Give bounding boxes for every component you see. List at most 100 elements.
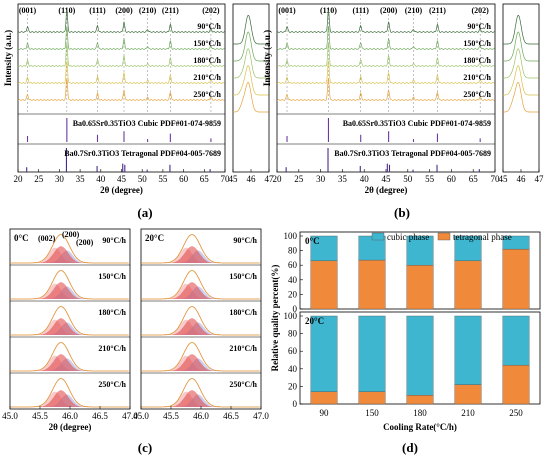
fit-x-tick-label: 46.0 [193, 411, 209, 421]
bar-y-tick-label: 60 [288, 260, 298, 270]
bar-y-tick-label: 40 [288, 364, 298, 374]
x-axis-label: 2θ (degree) [100, 185, 143, 195]
fit-x-tick-label: 47.0 [253, 411, 269, 421]
fit-component [141, 354, 261, 371]
bar-tetragonal [502, 365, 530, 405]
inset-series-line [503, 31, 539, 62]
bar-y-tick-label: 0 [293, 399, 298, 409]
bar-panel-title: 0°C [305, 236, 320, 246]
fit-rate-label: 180°C/h [229, 308, 257, 317]
fit-envelope [141, 342, 260, 372]
x-tick-label: 65 [469, 174, 479, 184]
fit-x-tick-label: 46.5 [92, 411, 108, 421]
x-tick-label: 45 [382, 174, 392, 184]
xrd-series-line [18, 60, 225, 84]
inset-x-tick-label: 45 [499, 174, 509, 184]
panel-label-d: (d) [402, 440, 418, 455]
legend-swatch-tetragonal [437, 232, 451, 241]
bar-cubic [502, 315, 530, 366]
x-tick-label: 25 [294, 174, 304, 184]
series-label: 90°C/h [197, 22, 221, 31]
inset-series-line [503, 14, 539, 45]
xrd-series-line [18, 10, 225, 33]
fit-rate-label: 250°C/h [229, 380, 257, 389]
x-tick-label: 60 [447, 174, 457, 184]
fit-rate-label: 180°C/h [98, 308, 126, 317]
x-tick-label: 35 [338, 174, 348, 184]
panel-label-a: (a) [137, 205, 152, 220]
fit-x-tick-label: 45.5 [32, 411, 48, 421]
x-tick-label: 30 [316, 174, 326, 184]
bar-cubic [454, 235, 482, 262]
bar-y-tick-label: 20 [288, 289, 298, 299]
fit-envelope [141, 306, 260, 336]
bar-y-tick-label: 20 [288, 381, 298, 391]
fit-component [10, 246, 130, 263]
fit-component [10, 318, 130, 335]
bar-cubic [502, 235, 530, 250]
fit-component [141, 282, 261, 299]
inset-series-line [233, 31, 269, 62]
x-tick-label: 20 [273, 174, 283, 184]
bar-tetragonal [310, 391, 338, 405]
bar-y-tick-label: 80 [288, 329, 298, 339]
fit-x-tick-label: 46.5 [223, 411, 239, 421]
bar-x-tick-label: 250 [509, 408, 523, 418]
bar-tetragonal [406, 395, 434, 405]
xrd-series-line [276, 26, 495, 50]
bar-cubic [358, 315, 386, 392]
fit-component [10, 354, 130, 371]
bar-y-tick-label: 40 [288, 275, 298, 285]
inset-series-line [503, 48, 539, 79]
bar-tetragonal [358, 391, 386, 405]
peak-hkl-label: (202) [202, 6, 220, 15]
fit-x-tick-label: 45.0 [2, 411, 18, 421]
series-label: 250°C/h [463, 90, 491, 99]
y-axis-label: Intensity (a.u.) [262, 30, 272, 86]
bar-cubic [310, 235, 338, 262]
fit-component [141, 318, 261, 335]
fit-x-tick-label: 45.0 [133, 411, 149, 421]
chart-b: (001) (110) (111) (200) (210) (211) (202)90°C/… [262, 3, 545, 195]
fit-x-tick-label: 47.0 [122, 411, 138, 421]
bar-y-tick-label: 100 [284, 231, 298, 241]
fit-x-tick-label: 46.0 [62, 411, 78, 421]
reference-label: Ba0.7Sr0.3TiO3 Tetragonal PDF#04-005-768… [64, 149, 221, 158]
inset-series-line [233, 14, 269, 45]
legend-swatch-cubic [371, 232, 385, 241]
inset-x-tick-label: 47 [535, 174, 545, 184]
peak-hkl-label: (210) [405, 6, 423, 15]
xrd-series-line [17, 43, 225, 67]
panel-label-c: (c) [138, 440, 152, 455]
legend-label-cubic: cubic phase [387, 232, 429, 242]
bar-tetragonal [310, 260, 338, 310]
x-tick-label: 55 [425, 174, 435, 184]
reference-label: Ba0.65Sr0.35TiO3 Cubic PDF#01-074-9859 [73, 119, 221, 128]
bar-cubic [310, 315, 338, 392]
bar-y-tick-label: 60 [288, 346, 298, 356]
bar-x-axis-label: Cooling Rate(°C/h) [383, 422, 457, 432]
peak-hkl-label: (111) [89, 6, 106, 15]
fit-rate-label: 150°C/h [229, 272, 257, 281]
inset-x-tick-label: 46 [517, 174, 527, 184]
peak-hkl-label: (211) [429, 6, 446, 15]
xrd-series-line [277, 60, 495, 84]
inset-series-line [233, 48, 269, 79]
bar-x-tick-label: 180 [413, 408, 427, 418]
peak-hkl-label: (210) [139, 6, 157, 15]
peak-hkl-label: (211) [162, 6, 179, 15]
x-tick-label: 50 [138, 174, 148, 184]
peak-hkl-label: (200) [380, 6, 398, 15]
xrd-series-line [276, 43, 495, 67]
inset-series-line [503, 81, 539, 113]
plot-frame [17, 3, 226, 173]
series-label: 180°C/h [463, 56, 491, 65]
chart-c: 90°C/h 150°C/h 180°C/h 210°C/h 250°C/h 0°C (00… [2, 228, 269, 432]
fit-envelope [141, 270, 260, 300]
fit-rate-label: 210°C/h [98, 344, 126, 353]
bar-tetragonal [454, 260, 482, 310]
fit-rate-label: 90°C/h [102, 236, 126, 245]
bar-tetragonal [406, 265, 434, 310]
plot-frame [276, 3, 496, 173]
bar-x-tick-label: 210 [461, 408, 475, 418]
